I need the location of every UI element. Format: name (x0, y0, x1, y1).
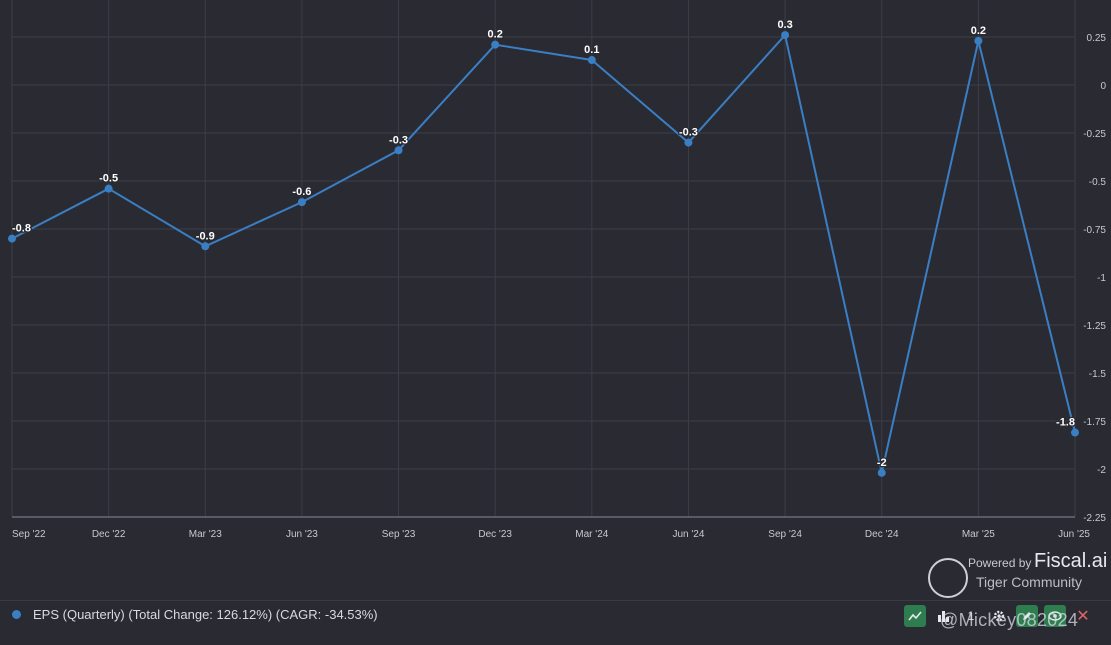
data-label: -2 (877, 457, 887, 469)
data-label: -0.8 (12, 223, 31, 235)
y-tick-label: -1.5 (1089, 369, 1107, 380)
legend-label: EPS (Quarterly) (Total Change: 126.12%) … (33, 607, 378, 622)
settings-gear-icon[interactable] (988, 605, 1010, 627)
data-count: 1 (967, 609, 975, 623)
data-label: -0.3 (679, 127, 698, 139)
data-point (8, 234, 16, 243)
bar-chart-toggle-icon[interactable] (932, 605, 954, 627)
branding: Powered by Fiscal.ai Tiger Community (928, 550, 1111, 600)
data-label: -1.8 (1056, 417, 1075, 429)
x-tick-label: Sep '23 (382, 529, 416, 540)
data-label: -0.5 (99, 173, 118, 185)
data-point (974, 36, 983, 45)
watermark-text: @Mickey082024 (940, 610, 1079, 630)
y-tick-label: -2 (1097, 465, 1106, 476)
chart-toolbar: 1 ✕ (904, 604, 1094, 628)
x-tick-label: Mar '24 (575, 529, 608, 540)
x-tick-label: Jun '25 (1058, 529, 1090, 540)
eps-line-chart: 0.25 0 -0.25 -0.5 -0.75 -1 -1.25 -1.5 -1.75 -2 -2.… (8, 0, 1107, 540)
y-tick-label: -1.75 (1083, 417, 1106, 428)
data-label: -0.9 (196, 230, 215, 242)
x-tick-label: Dec '22 (92, 529, 126, 540)
data-point (394, 146, 403, 155)
data-point (587, 56, 596, 65)
x-tick-label: Dec '23 (478, 529, 512, 540)
edit-pencil-icon[interactable] (1016, 605, 1038, 627)
y-tick-label: -0.25 (1083, 129, 1106, 140)
chart-area: 0.25 0 -0.25 -0.5 -0.75 -1 -1.25 -1.5 -1.75 -2 -2.… (8, 0, 1107, 540)
data-label: 0.3 (777, 19, 792, 31)
data-label: -0.6 (292, 186, 311, 198)
x-tick-label: Mar '23 (189, 529, 222, 540)
data-point (877, 468, 886, 477)
legend-dot-icon (12, 610, 21, 619)
visibility-eye-icon[interactable] (1044, 605, 1066, 627)
y-tick-label: -1 (1097, 273, 1106, 284)
data-label: 0.1 (584, 44, 599, 56)
data-point (201, 242, 210, 251)
data-point (104, 184, 113, 193)
y-tick-label: -0.75 (1083, 225, 1106, 236)
tiger-logo-icon (928, 558, 968, 598)
community-text: Tiger Community (976, 574, 1083, 590)
line-chart-toggle-icon[interactable] (904, 605, 926, 627)
close-series-icon[interactable]: ✕ (1076, 608, 1090, 625)
y-tick-label: 0 (1100, 81, 1106, 92)
x-tick-label: Jun '23 (286, 529, 318, 540)
legend-item[interactable]: EPS (Quarterly) (Total Change: 126.12%) … (12, 607, 378, 622)
data-label: -0.3 (389, 134, 408, 146)
powered-by-text: Powered by (968, 556, 1032, 570)
data-count-button[interactable]: 1 (960, 605, 982, 627)
data-point (781, 31, 790, 40)
series-line (11, 34, 1076, 474)
data-point (684, 138, 693, 147)
x-tick-label: Sep '22 (12, 529, 46, 540)
data-label: 0.2 (971, 25, 986, 37)
y-tick-label: -1.25 (1083, 321, 1106, 332)
data-point (297, 198, 306, 207)
x-tick-label: Dec '24 (865, 529, 899, 540)
y-tick-label: -0.5 (1089, 177, 1107, 188)
y-tick-label: 0.25 (1087, 33, 1107, 44)
x-tick-label: Sep '24 (768, 529, 802, 540)
data-label: 0.2 (488, 29, 503, 41)
x-tick-label: Jun '24 (672, 529, 704, 540)
data-point (1071, 428, 1079, 437)
y-tick-label: -2.25 (1083, 513, 1106, 524)
data-point (491, 40, 500, 49)
x-tick-label: Mar '25 (962, 529, 995, 540)
fiscal-logo-text: Fiscal.ai (1034, 550, 1108, 572)
